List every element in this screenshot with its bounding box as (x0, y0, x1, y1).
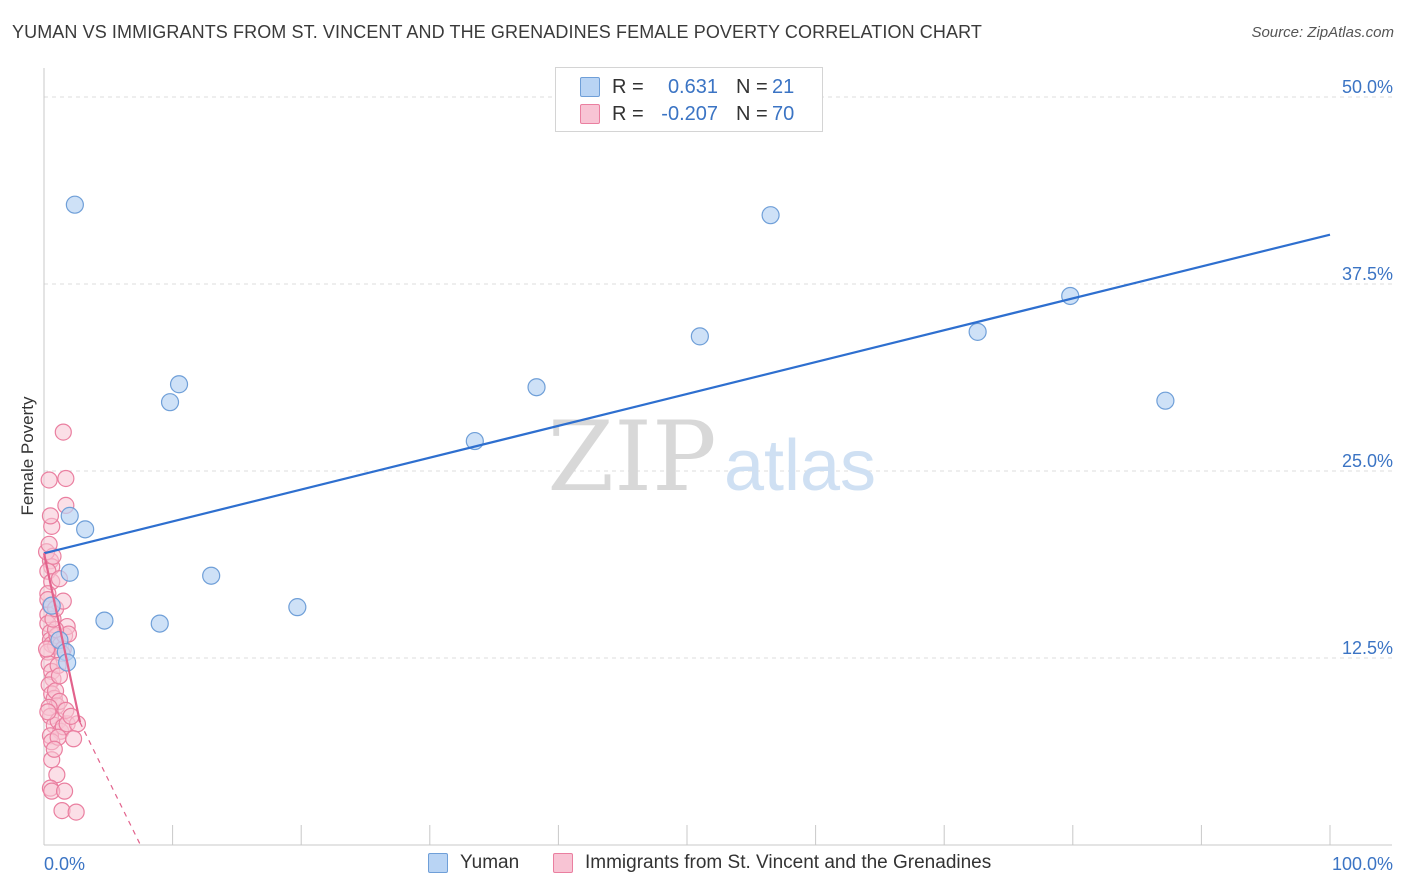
yuman-data-point (65, 195, 84, 214)
yuman-data-point (169, 375, 189, 394)
yuman-data-point (150, 614, 169, 633)
legend-item-yuman: Yuman (428, 852, 519, 874)
yuman-trend-line (43, 233, 1331, 555)
legend-n-label: N = (736, 102, 768, 125)
legend-row-immigrants: R = -0.207 N = 70 (580, 101, 794, 127)
legend-r-value: 0.631 (667, 75, 718, 98)
chart-title: YUMAN VS IMMIGRANTS FROM ST. VINCENT AND… (12, 22, 982, 42)
immigrants-data-point (50, 667, 69, 685)
legend-swatch-immigrants (580, 104, 600, 124)
yuman-data-point (42, 596, 61, 615)
immigrants-data-point (53, 801, 71, 820)
immigrants-data-point (64, 730, 83, 748)
legend-swatch-immigrants (553, 853, 573, 873)
immigrants-data-point (41, 507, 60, 525)
yuman-data-point (160, 393, 180, 412)
immigrants-trend-extension (79, 722, 141, 846)
y-tick-label: 25.0% (1342, 451, 1393, 471)
yuman-data-point (1061, 286, 1080, 306)
yuman-data-point (968, 322, 987, 341)
immigrants-data-point (39, 703, 57, 721)
source-credit: Source: ZipAtlas.com (1251, 24, 1394, 41)
immigrants-trend-line (42, 553, 82, 723)
legend-n-label: N = (736, 75, 768, 98)
legend-label-yuman: Yuman (460, 852, 520, 873)
gridlines (44, 96, 1392, 659)
yuman-data-point (288, 598, 307, 617)
x-tick-labels: 0.0% 100.0% (44, 854, 1393, 874)
immigrants-data-point (54, 423, 72, 441)
immigrants-data-point (57, 469, 75, 488)
immigrants-data-point (37, 640, 56, 658)
y-tick-label: 37.5% (1342, 264, 1393, 284)
immigrants-data-point (55, 782, 74, 800)
legend-n-value: 21 (772, 75, 795, 98)
yuman-data-point (761, 206, 780, 225)
legend-r-label: R = (612, 75, 644, 98)
legend-r-value: -0.207 (661, 102, 718, 125)
legend-label-immigrants: Immigrants from St. Vincent and the Gren… (585, 852, 992, 873)
stats-legend: R = 0.631 N = 21 R = -0.207 N = 70 (555, 67, 823, 132)
immigrants-series-points (37, 423, 87, 821)
yuman-data-point (60, 563, 79, 582)
yuman-data-point (1156, 391, 1175, 410)
trend-lines (42, 233, 1331, 846)
legend-item-immigrants: Immigrants from St. Vincent and the Gren… (553, 852, 991, 874)
legend-r-label: R = (612, 102, 644, 125)
x-tick-label: 100.0% (1332, 854, 1393, 874)
axes (43, 68, 1392, 846)
watermark-zip: ZIP (547, 401, 716, 513)
yuman-data-point (690, 327, 709, 346)
y-tick-label: 50.0% (1342, 77, 1393, 97)
yuman-data-point (527, 378, 546, 397)
immigrants-data-point (40, 471, 58, 489)
y-axis-label: Female Poverty (18, 396, 37, 516)
y-tick-labels: 12.5% 25.0% 37.5% 50.0% (1342, 77, 1393, 658)
legend-row-yuman: R = 0.631 N = 21 (580, 74, 794, 100)
immigrants-data-point (67, 803, 85, 821)
watermark-atlas: atlas (724, 426, 876, 506)
immigrants-data-point (45, 740, 63, 758)
series-legend: Yuman Immigrants from St. Vincent and th… (0, 852, 1406, 878)
y-tick-label: 12.5% (1342, 638, 1393, 658)
yuman-data-point (202, 566, 221, 585)
yuman-data-point (76, 520, 95, 539)
legend-n-value: 70 (772, 102, 795, 125)
yuman-data-point (60, 506, 79, 525)
legend-swatch-yuman (580, 77, 600, 97)
x-tick-label: 0.0% (44, 854, 85, 874)
yuman-data-point (95, 611, 114, 630)
legend-swatch-yuman (428, 853, 448, 873)
